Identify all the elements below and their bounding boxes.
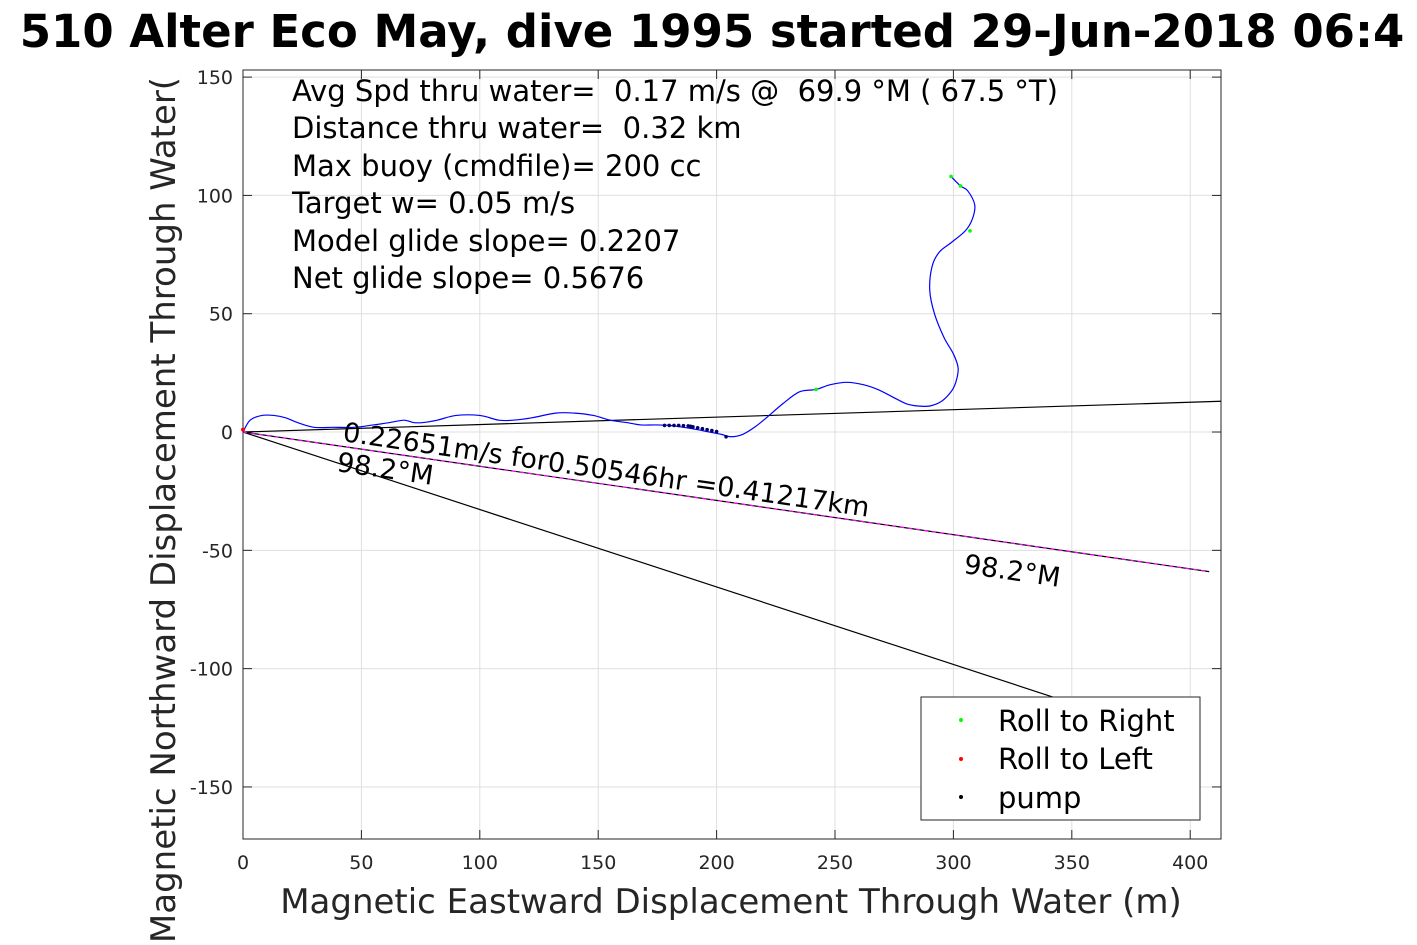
legend-label-roll-left: Roll to Left	[998, 742, 1153, 776]
reference-line	[242, 431, 1054, 698]
x-tick-label: 200	[698, 852, 734, 874]
y-tick-label: 100	[197, 185, 233, 207]
y-tick-label: 0	[221, 422, 233, 444]
roll-right-marker	[958, 184, 963, 188]
info-avg-speed: Avg Spd thru water= 0.17 m/s @ 69.9 °M (…	[292, 74, 1058, 108]
pump-marker	[700, 426, 705, 431]
pump-marker	[662, 423, 667, 428]
roll-right-marker	[949, 174, 953, 179]
pump-marker	[691, 425, 695, 429]
pump-marker	[681, 423, 686, 428]
legend-box	[920, 696, 1201, 821]
y-axis-ticks: 150 100 50 0 -50 -100 -150	[190, 67, 1221, 799]
pump-marker	[672, 423, 676, 428]
y-tick-label: 150	[197, 67, 233, 89]
x-tick-label: 400	[1172, 852, 1208, 874]
pump-marker	[695, 425, 700, 430]
info-net-glide-slope: Net glide slope= 0.5676	[292, 261, 644, 295]
pump-marker	[676, 423, 681, 428]
pump-marker	[705, 427, 709, 432]
legend-marker-roll-left	[959, 757, 963, 761]
y-tick-label: -150	[190, 777, 233, 799]
info-distance: Distance thru water= 0.32 km	[292, 111, 742, 145]
chart-title: 510 Alter Eco May, dive 1995 started 29-…	[20, 5, 1405, 58]
x-tick-label: 250	[817, 852, 853, 874]
pump-marker	[710, 428, 714, 433]
legend-marker-pump	[959, 795, 963, 799]
reference-lines	[242, 400, 1222, 698]
x-tick-label: 0	[237, 852, 249, 874]
roll-right-marker	[968, 229, 972, 233]
y-tick-label: 50	[209, 304, 233, 326]
x-axis-label: Magnetic Eastward Displacement Through W…	[280, 882, 1182, 922]
pump-marker	[724, 434, 728, 439]
y-tick-label: -100	[190, 659, 233, 681]
reference-line-overlay	[242, 431, 1210, 573]
legend: Roll to Right Roll to Left pump	[920, 696, 1201, 821]
x-tick-label: 350	[1054, 852, 1090, 874]
reference-line	[242, 400, 1222, 433]
y-axis-label: Magnetic Northward Displacement Through …	[144, 77, 184, 943]
pump-marker	[714, 429, 719, 434]
legend-label-roll-right: Roll to Right	[998, 704, 1175, 738]
x-tick-label: 50	[349, 852, 373, 874]
x-tick-label: 300	[935, 852, 971, 874]
plot-frame	[242, 69, 1222, 840]
markers	[241, 174, 972, 439]
info-model-glide-slope: Model glide slope= 0.2207	[292, 224, 680, 258]
roll-right-marker	[814, 387, 818, 392]
x-tick-label: 100	[462, 852, 498, 874]
roll-left-marker	[241, 427, 245, 432]
pump-marker	[667, 423, 672, 428]
info-target-w: Target w= 0.05 m/s	[291, 186, 575, 220]
legend-marker-roll-right	[959, 718, 963, 722]
x-tick-label: 150	[580, 852, 616, 874]
legend-label-pump: pump	[998, 781, 1081, 815]
info-max-buoy: Max buoy (cmdfile)= 200 cc	[292, 149, 701, 183]
info-text-block: Avg Spd thru water= 0.17 m/s @ 69.9 °M (…	[291, 74, 1058, 295]
y-tick-label: -50	[202, 540, 233, 562]
